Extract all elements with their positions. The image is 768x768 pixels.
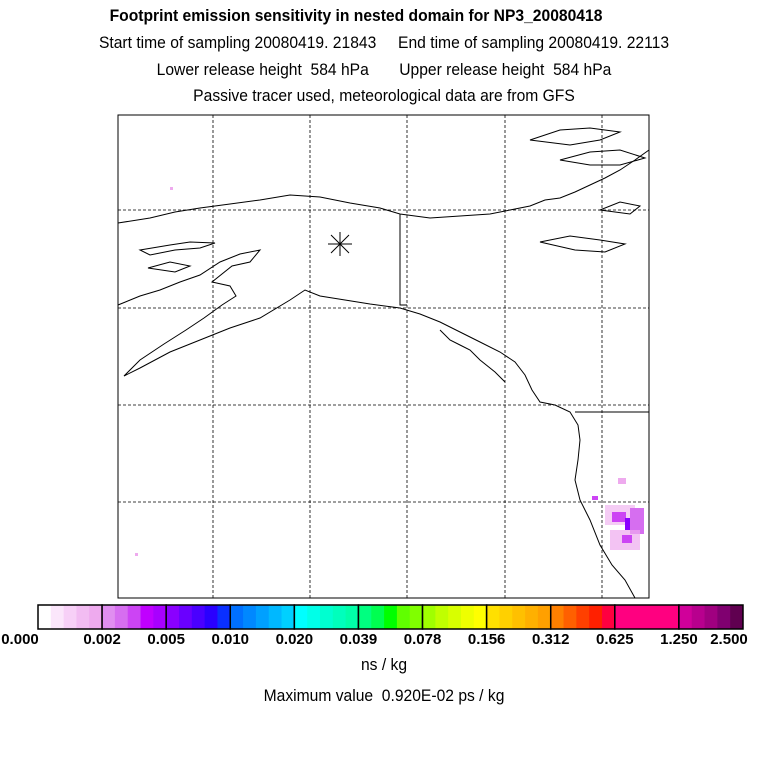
colorbar-labels: 0.000 0.002 0.005 0.010 0.020 0.039 0.078 0.156… [1,631,748,648]
colorbar-swatch [499,605,513,629]
lower-height: Lower release height 584 hPa [156,60,369,79]
colorbar-swatch [602,605,616,629]
colorbar-swatch [140,605,154,629]
colorbar-swatch [102,605,116,629]
colorbar-tick-label: 0.010 [211,631,249,648]
colorbar-swatch [166,605,180,629]
colorbar-swatch [345,605,359,629]
colorbar-swatch [191,605,206,629]
colorbar-swatch [127,605,142,629]
colorbar-tick-label: 0.002 [83,631,121,648]
coastlines [117,127,650,599]
colorbar-swatch [38,605,52,629]
colorbar-swatch [640,605,654,629]
colorbar-swatch [537,605,552,629]
colorbar-swatch [422,605,436,629]
colorbar-swatch [153,605,167,629]
colorbar-swatch [576,605,590,629]
colorbar-swatch [255,605,270,629]
colorbar-swatch [179,605,193,629]
asterisk-icon [328,232,352,256]
colorbar-swatch [217,605,231,629]
colorbar-swatch [563,605,577,629]
colorbar-swatch [281,605,295,629]
colorbar-swatch [358,605,372,629]
colorbar-swatch [653,605,667,629]
colorbar-swatch [627,605,641,629]
colorbar-swatch [50,605,65,629]
colorbar-tick-label: 0.625 [596,631,634,648]
colorbar-swatch [409,605,424,629]
colorbar-swatch [396,605,411,629]
colorbar-tick-label: 0.039 [340,631,378,648]
colorbar-swatch [435,605,449,629]
colorbar-tick-label: 1.250 [660,631,698,648]
start-time: Start time of sampling 20080419. 21843 [98,33,377,52]
colorbar-units: ns / kg [360,655,408,674]
emission-sensitivity-plume [135,187,644,556]
maximum-value: Maximum value 0.920E-02 ps / kg [263,686,505,705]
colorbar-swatch [512,605,526,629]
colorbar-tick-label: 0.020 [276,631,314,648]
colorbar-swatch [76,605,90,629]
colorbar-tick-label: 0.312 [532,631,570,648]
colorbar-swatch [678,605,693,629]
map-panel [117,114,650,599]
colorbar-segment [678,604,744,630]
colorbar-swatch [332,605,347,629]
upper-height: Upper release height 584 hPa [399,60,612,79]
colorbar-swatch [486,605,500,629]
colorbar-swatch [717,605,731,629]
colorbar-swatch [704,605,718,629]
colorbar-swatch [114,605,129,629]
plot-title: Footprint emission sensitivity in nested… [109,6,603,25]
colorbar-swatch [448,605,462,629]
colorbar-swatch [294,605,308,629]
colorbar-tick-label: 0.156 [468,631,506,648]
colorbar-swatch [307,605,321,629]
colorbar-swatch [384,605,398,629]
end-time: End time of sampling 20080419. 22113 [398,33,670,52]
colorbar-swatch [204,605,218,629]
tracer-note: Passive tracer used, meteorological data… [193,86,575,105]
colorbar-swatch [230,605,244,629]
colorbar-swatch [63,605,77,629]
colorbar-swatch [691,605,706,629]
colorbar-swatch [243,605,257,629]
colorbar-swatch [525,605,539,629]
sampling-times: Start time of sampling 20080419. 21843 E… [31,33,738,53]
colorbar-swatch [589,605,603,629]
colorbar-swatch [320,605,334,629]
graticule [118,115,649,598]
colorbar-tick-label: 0.078 [404,631,442,648]
release-heights: Lower release height 584 hPa Upper relea… [31,60,738,80]
colorbar-swatch [666,605,680,629]
colorbar-swatch [268,605,283,629]
colorbar [37,604,744,630]
colorbar-swatch [461,605,475,629]
colorbar-swatch [550,605,565,629]
colorbar-tick-label: 0.000 [1,631,39,648]
colorbar-tick-label: 2.500 [710,631,748,648]
colorbar-swatch [371,605,385,629]
colorbar-tick-label: 0.005 [147,631,185,648]
colorbar-swatch [730,605,744,629]
colorbar-swatch [473,605,488,629]
colorbar-swatch [89,605,103,629]
colorbar-swatch [614,605,629,629]
